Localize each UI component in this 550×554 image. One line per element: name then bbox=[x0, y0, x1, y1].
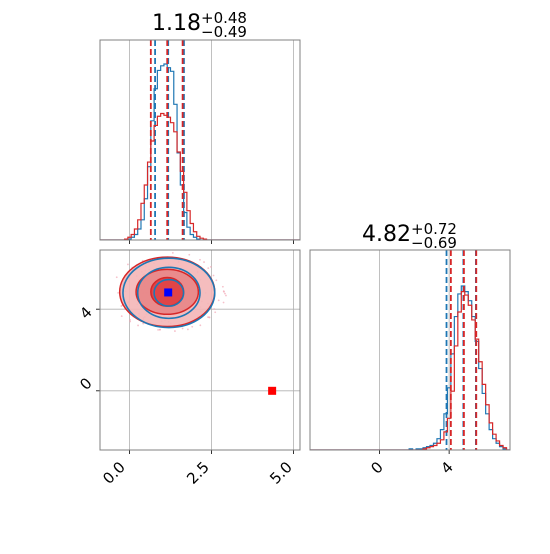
blue-contour-2 bbox=[122, 257, 216, 329]
histogram-series-group bbox=[100, 40, 300, 240]
contour-group bbox=[115, 251, 277, 395]
scatter-point bbox=[212, 274, 215, 277]
scatter-point bbox=[157, 329, 159, 331]
xtick-label-0-0: 0.0 bbox=[99, 458, 129, 488]
truth-marker-blue bbox=[164, 288, 173, 297]
scatter-point bbox=[181, 327, 184, 330]
title-bottom-right-main: 4.82 bbox=[362, 222, 411, 247]
scatter-point bbox=[222, 301, 225, 304]
scatter-point bbox=[213, 308, 216, 310]
scatter-point bbox=[129, 320, 132, 323]
title-top-left-sub: −0.49 bbox=[201, 23, 247, 41]
histogram-step-0 bbox=[310, 285, 510, 450]
xtick-label-2-5: 2.5 bbox=[183, 458, 213, 488]
blue-contour-0 bbox=[153, 278, 185, 307]
histogram-step-1 bbox=[310, 291, 510, 450]
scatter-point bbox=[127, 263, 129, 266]
histogram-step-1 bbox=[100, 112, 300, 240]
scatter-point bbox=[199, 258, 201, 261]
scatter-point bbox=[188, 253, 191, 256]
title-top-left-sup: +0.48 bbox=[201, 9, 247, 27]
scatter-point bbox=[208, 316, 211, 319]
title-bottom-right: 4.82 +0.72 −0.69 bbox=[362, 220, 457, 252]
scatter-point bbox=[115, 276, 118, 279]
panel-top-left-histogram bbox=[99, 39, 301, 244]
red-contour-1 bbox=[135, 268, 200, 316]
title-top-left-main: 1.18 bbox=[152, 11, 201, 36]
xtick-label-5-0: 5.0 bbox=[266, 458, 296, 488]
truth-marker-red bbox=[268, 386, 277, 395]
scatter-point bbox=[207, 267, 210, 270]
axes-frame bbox=[99, 39, 301, 241]
scatter-point bbox=[222, 290, 225, 293]
scatter-point bbox=[129, 319, 131, 321]
scatter-point bbox=[174, 330, 176, 332]
scatter-point bbox=[199, 324, 202, 327]
scatter-point bbox=[203, 261, 205, 263]
panel-bottom-right-histogram bbox=[309, 249, 511, 454]
scatter-point bbox=[207, 316, 209, 319]
scatter-point bbox=[214, 311, 217, 314]
axes-frame bbox=[99, 249, 301, 451]
xtick-label-right-0: 0 bbox=[367, 458, 386, 477]
scatter-point bbox=[209, 266, 212, 268]
scatter-point bbox=[215, 279, 218, 282]
axes-frame bbox=[309, 249, 511, 451]
scatter-point bbox=[117, 291, 120, 294]
scatter-point bbox=[120, 315, 123, 318]
histogram-step-0 bbox=[100, 63, 300, 240]
scatter-point bbox=[187, 328, 189, 331]
scatter-point bbox=[171, 251, 174, 254]
scatter-point bbox=[137, 324, 139, 327]
panel-bottom-left-contour bbox=[96, 249, 301, 454]
title-bottom-right-sub: −0.69 bbox=[411, 234, 457, 252]
scatter-point bbox=[217, 299, 220, 302]
scatter-point bbox=[158, 328, 161, 331]
scatter-point bbox=[225, 294, 227, 297]
scatter-point bbox=[120, 305, 123, 307]
ytick-label-0: 0 bbox=[76, 374, 95, 393]
scatter-point bbox=[224, 292, 226, 295]
scatter-point bbox=[191, 325, 194, 328]
title-bottom-right-sup: +0.72 bbox=[411, 220, 457, 238]
scatter-point bbox=[221, 285, 224, 288]
ytick-label-4: 4 bbox=[76, 303, 95, 322]
histogram-series-group bbox=[310, 250, 510, 450]
title-top-left: 1.18 +0.48 −0.49 bbox=[152, 9, 247, 41]
xtick-label-right-4: 4 bbox=[437, 458, 456, 477]
scatter-point bbox=[142, 322, 145, 325]
blue-contour-1 bbox=[136, 266, 201, 320]
